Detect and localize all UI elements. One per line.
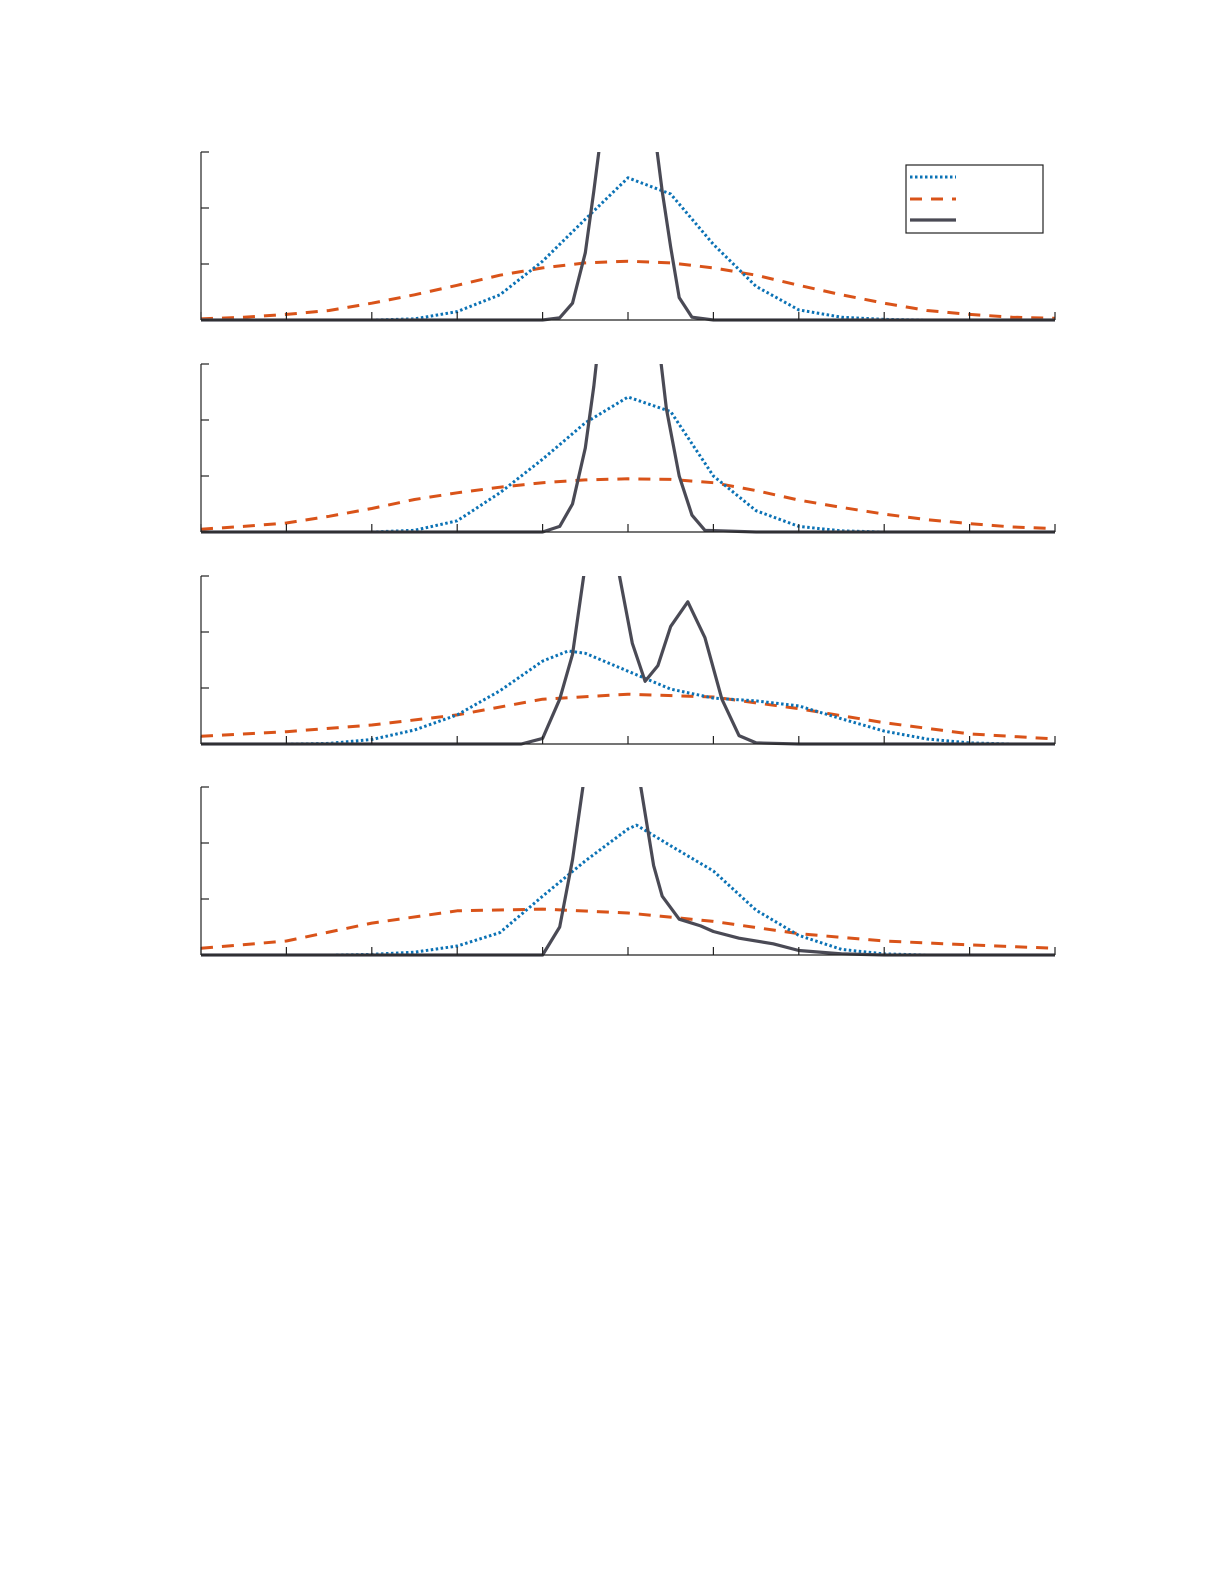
series-group bbox=[200, 364, 1056, 534]
series-line-dotted bbox=[201, 395, 1055, 534]
series-line-dashed bbox=[200, 907, 1056, 950]
series-group bbox=[200, 152, 1056, 322]
series-line-solid bbox=[201, 787, 1055, 957]
legend-box bbox=[905, 164, 1044, 234]
panel-1 bbox=[200, 151, 1056, 322]
panel-4 bbox=[200, 786, 1056, 957]
series-group bbox=[200, 576, 1056, 746]
legend bbox=[905, 164, 1044, 234]
series-line-dashed bbox=[200, 477, 1056, 531]
series-line-dashed bbox=[200, 259, 1056, 321]
panel-3 bbox=[200, 575, 1056, 746]
series-line-dashed bbox=[200, 692, 1056, 741]
series-line-dotted bbox=[201, 649, 1055, 746]
series-line-solid bbox=[201, 364, 1055, 534]
series-line-dotted bbox=[201, 823, 1055, 957]
series-line-solid bbox=[201, 576, 1055, 746]
series-line-solid bbox=[201, 152, 1055, 322]
panel-2 bbox=[200, 363, 1056, 534]
